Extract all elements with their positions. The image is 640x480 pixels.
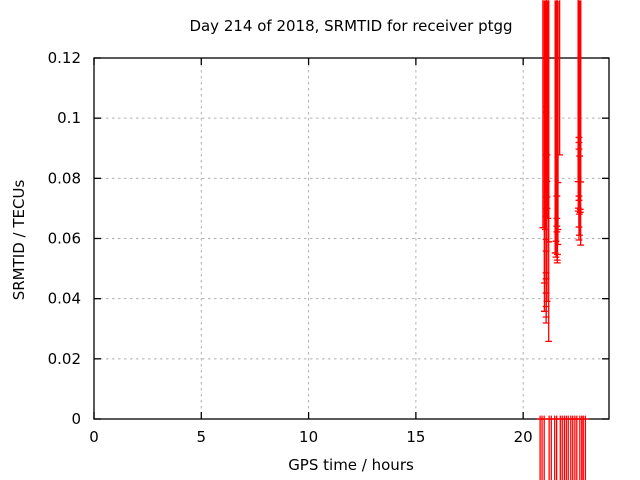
tick-layer [93, 57, 609, 420]
y-axis-label: SRMTID / TECUs [10, 180, 28, 301]
chart-title: Day 214 of 2018, SRMTID for receiver ptg… [189, 17, 512, 35]
axis-label-layer: Day 214 of 2018, SRMTID for receiver ptg… [10, 17, 513, 474]
y-tick-label: 0.1 [57, 109, 81, 127]
x-tick-label: 10 [299, 428, 318, 446]
x-tick-label: 0 [89, 428, 99, 446]
data-point [553, 0, 561, 264]
x-tick-label: 15 [406, 428, 425, 446]
plot-border [93, 57, 610, 420]
data-point [575, 0, 583, 241]
x-axis-label: GPS time / hours [288, 456, 414, 474]
x-tick-label: 5 [197, 428, 207, 446]
y-tick-label: 0.06 [48, 230, 81, 248]
data-point [552, 0, 560, 258]
plot-border-layer [93, 57, 610, 420]
data-point [545, 0, 553, 343]
x-tick-label: 20 [514, 428, 533, 446]
y-tick-label: 0.08 [48, 169, 81, 187]
y-tick-label: 0.04 [48, 290, 81, 308]
data-points-layer [536, 0, 589, 480]
grid-layer [93, 57, 609, 420]
y-tick-label: 0.12 [48, 49, 81, 67]
data-point [577, 0, 585, 246]
y-tick-label: 0 [71, 410, 81, 428]
tick-label-layer: 0 5 10 15 20 0 0.02 0.04 0.06 0.08 0.1 0.12 [48, 49, 533, 446]
y-tick-label: 0.02 [48, 350, 81, 368]
data-point [581, 415, 589, 480]
